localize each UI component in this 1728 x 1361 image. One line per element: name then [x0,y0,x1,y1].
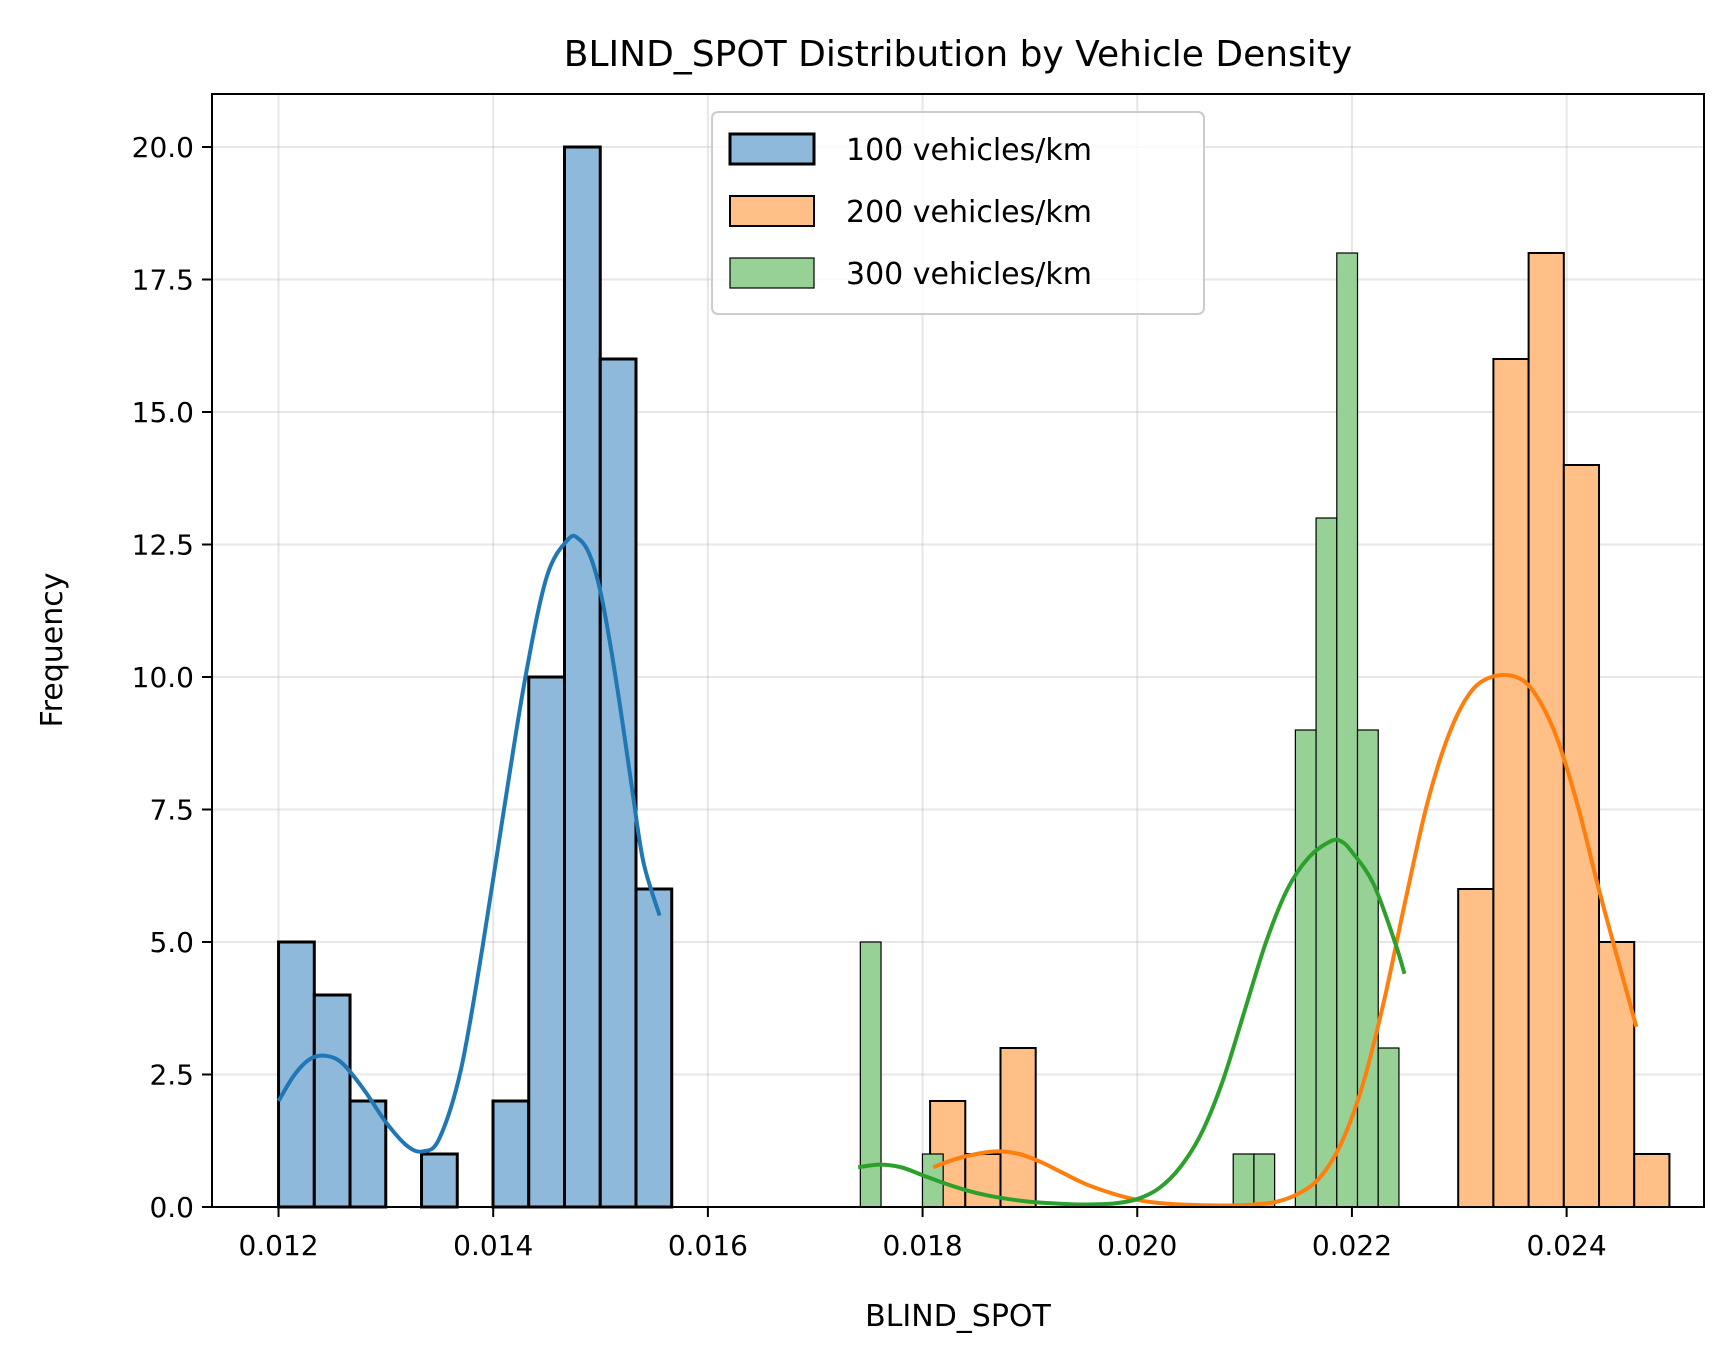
y-axis-label: Frequency [35,573,70,728]
bar-series-0-bin-1 [312,993,352,1209]
bar-series-0-bin-8 [562,145,602,1209]
y-tick-label-8: 20.0 [132,131,194,164]
x-tick-label-4: 0.020 [1097,1229,1177,1262]
bar-series-2-bin-18 [1232,1153,1255,1208]
x-tick-label-1: 0.014 [453,1229,533,1262]
bar-series-0-bin-7 [527,675,566,1209]
legend-frame [711,111,1205,315]
y-tick-label-7: 17.5 [132,264,194,297]
bar-series-0-bin-6 [491,1099,531,1209]
y-tick-label-5: 12.5 [132,529,194,562]
bar-series-1-bin-18 [1562,464,1601,1208]
y-tick-label-1: 2.5 [149,1059,194,1092]
x-tick-label-3: 0.018 [882,1229,962,1262]
legend-label-300: 300 vehicles/km [846,257,1092,292]
series-100-bars [277,145,674,1209]
bar-series-0-bin-4 [420,1152,459,1209]
bar-series-2-bin-23 [1336,252,1359,1208]
y-tick-label-0: 0.0 [149,1191,194,1224]
bar-series-2-bin-25 [1377,1047,1400,1208]
bar-series-1-bin-17 [1527,252,1565,1208]
x-tick-label-2: 0.016 [668,1229,748,1262]
kde-line-series-2 [857,837,1407,1207]
legend-swatch-100 [728,132,816,166]
x-tick-label-0: 0.012 [238,1229,318,1262]
series-200-bars [929,252,1671,1208]
bar-series-1-bin-19 [1598,941,1636,1208]
bar-series-1-bin-16 [1492,358,1530,1208]
legend-swatch-200 [729,195,815,227]
kde-line-series-0 [276,533,662,1154]
bar-series-1-bin-1 [964,1153,1002,1208]
x-tick-label-6: 0.024 [1527,1229,1607,1262]
legend-swatch-300 [729,257,815,289]
legend: 100 vehicles/km 200 vehicles/km 300 vehi… [711,111,1205,315]
legend-label-100: 100 vehicles/km [846,133,1092,168]
kde-line-series-1 [932,673,1639,1208]
y-tick-label-6: 15.0 [132,396,194,429]
y-tick-label-4: 10.0 [132,661,194,694]
chart-title: BLIND_SPOT Distribution by Vehicle Densi… [564,34,1352,75]
bar-series-2-bin-21 [1294,729,1317,1208]
bar-series-1-bin-15 [1457,888,1495,1208]
kde-lines [276,533,1639,1208]
bar-series-1-bin-20 [1633,1153,1671,1208]
y-tick-label-3: 7.5 [149,794,194,827]
bar-series-2-bin-19 [1253,1153,1276,1208]
bar-series-2-bin-22 [1315,517,1338,1208]
x-axis-ticks: 0.012 0.014 0.016 0.018 0.020 0.022 0.024 [238,1207,1607,1262]
y-tick-label-2: 5.0 [149,926,194,959]
x-tick-label-5: 0.022 [1312,1229,1392,1262]
legend-label-200: 200 vehicles/km [846,195,1092,230]
bar-series-2-bin-24 [1356,729,1379,1208]
x-axis-label: BLIND_SPOT [865,1299,1051,1334]
y-axis-ticks: 0.0 2.5 5.0 7.5 10.0 12.5 15.0 17.5 20.0 [132,131,212,1224]
plot-frame [211,93,1705,1208]
bar-series-0-bin-10 [634,887,674,1209]
bar-series-1-bin-2 [999,1047,1037,1208]
